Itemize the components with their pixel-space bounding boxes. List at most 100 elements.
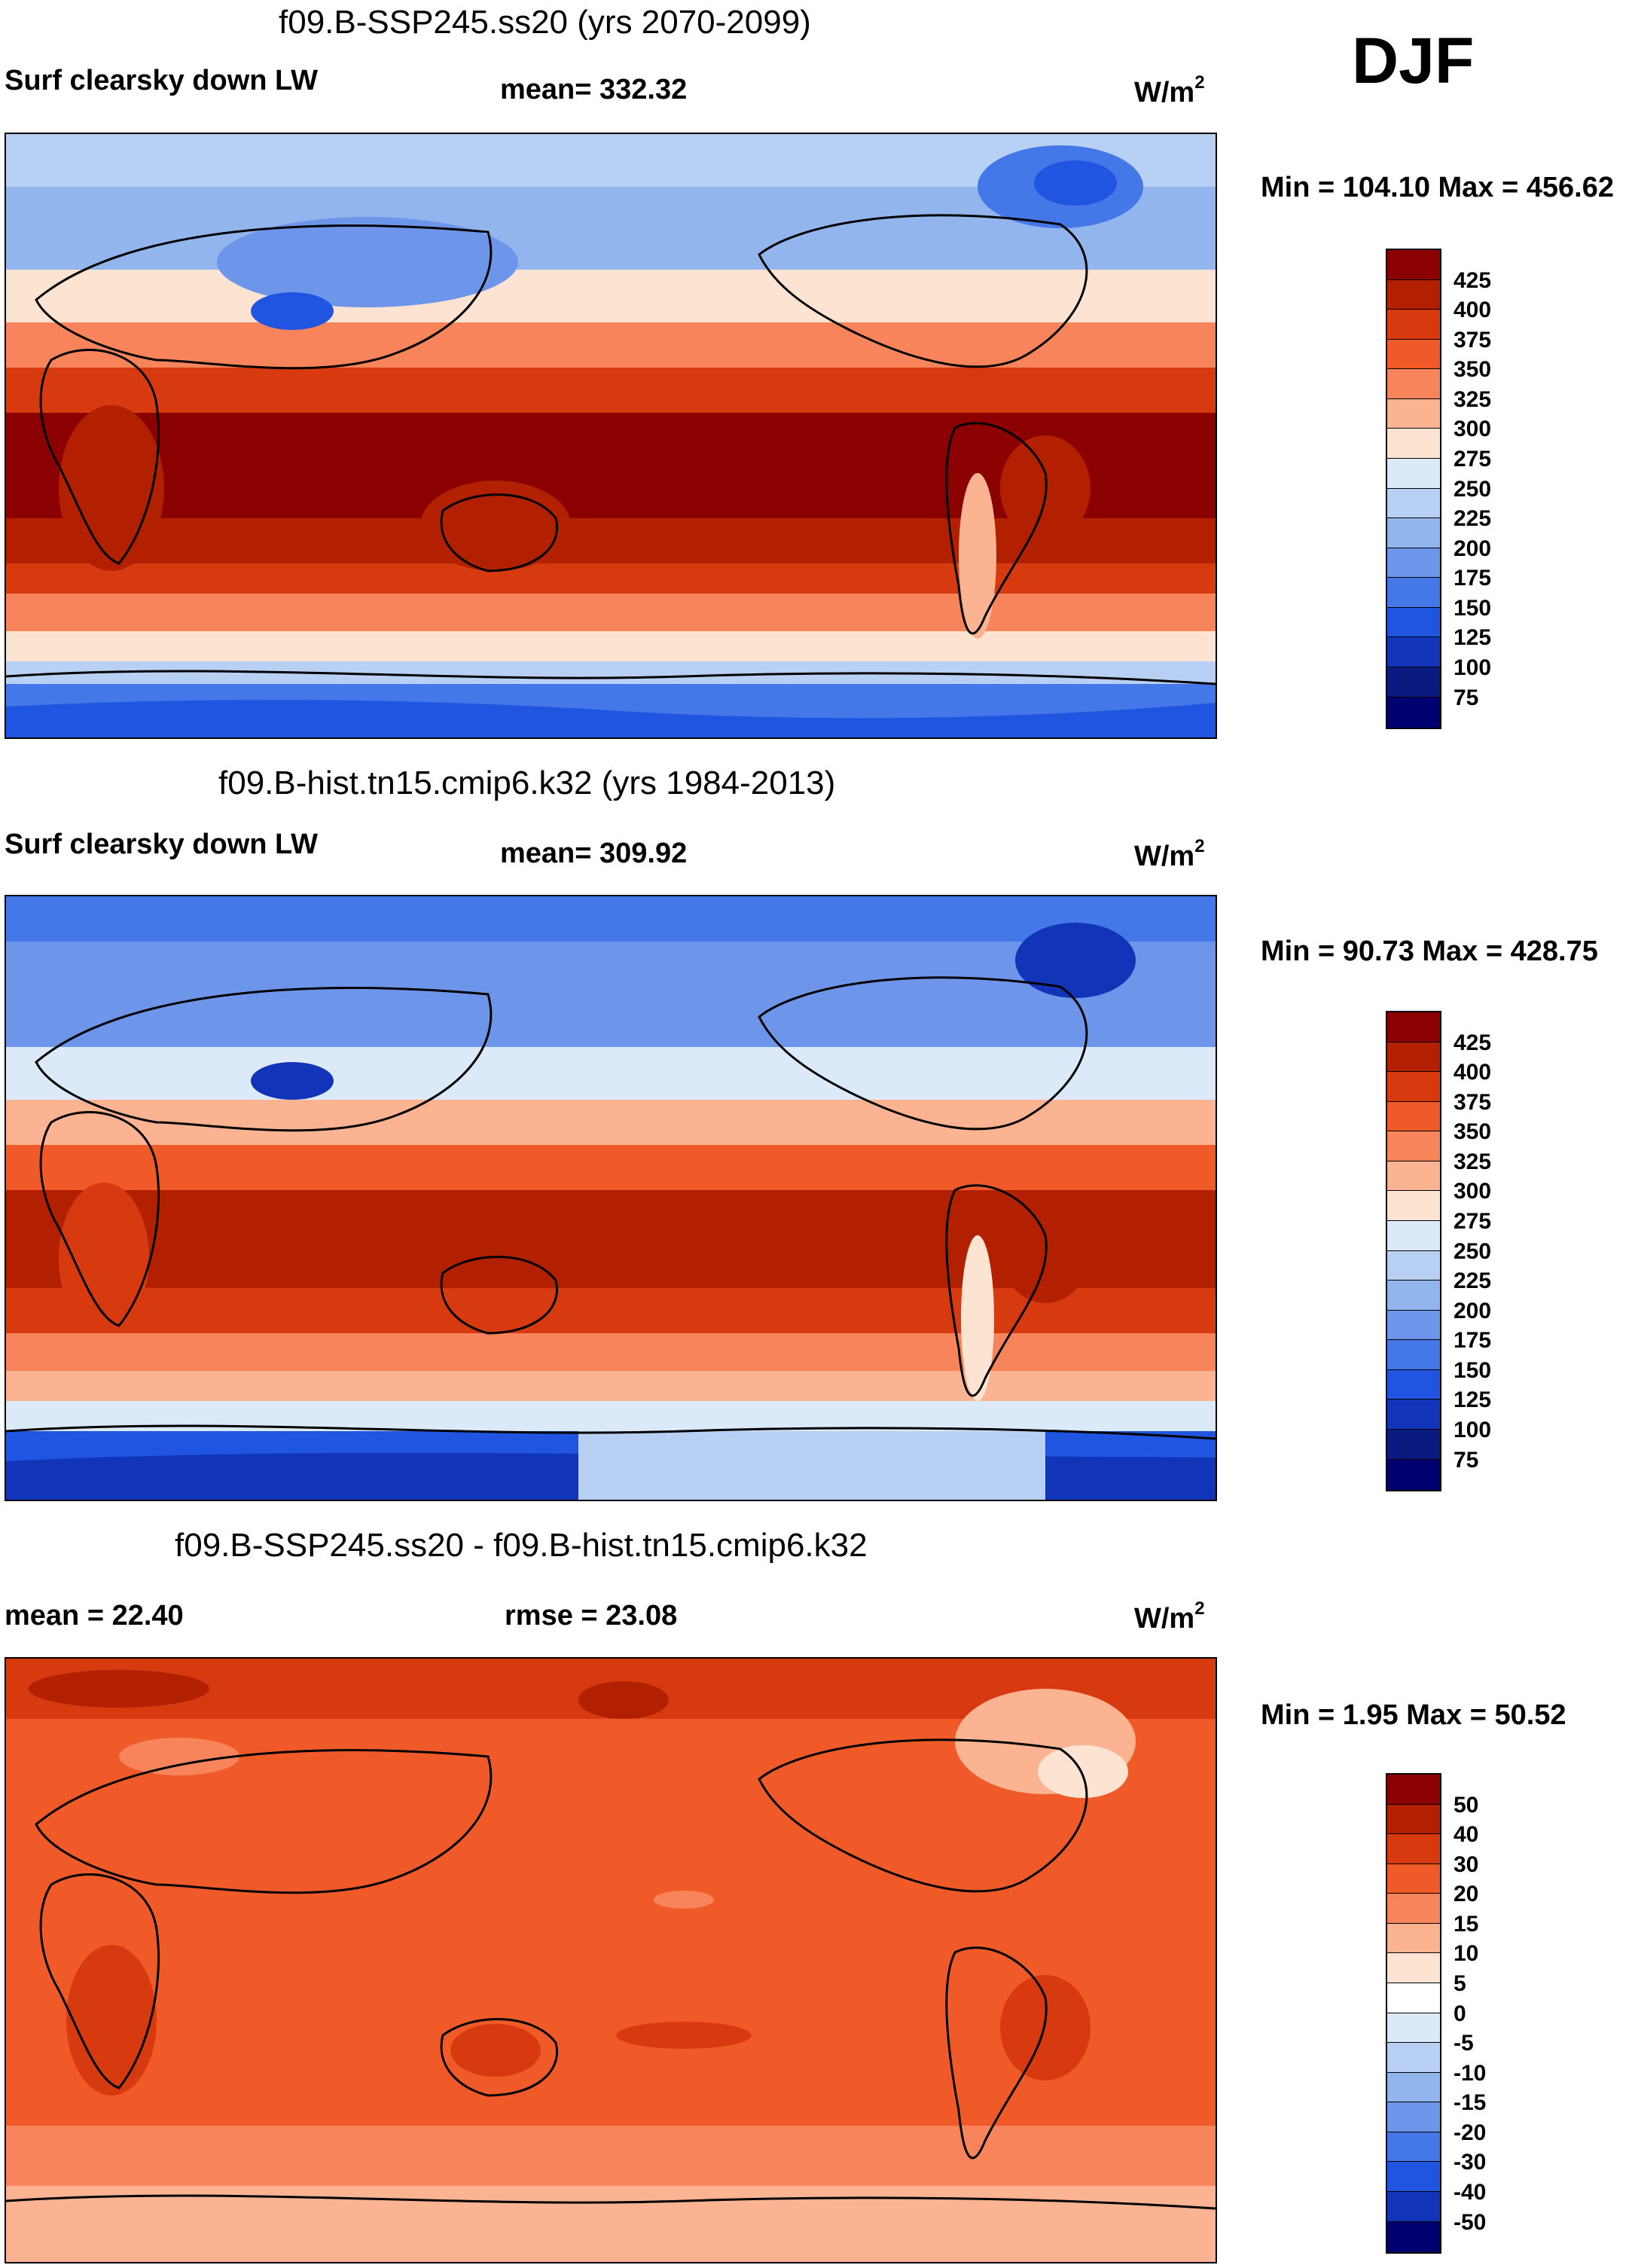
- panel3-colorbar-label: -15: [1454, 2090, 1487, 2115]
- panel1-colorbar-swatch: [1387, 280, 1440, 310]
- panel2-colorbar-label: 150: [1454, 1358, 1492, 1383]
- panel1-colorbar-swatch: [1387, 608, 1440, 637]
- panel2-variable-label: Surf clearsky down LW: [5, 829, 318, 860]
- panel3-minmax: Min = 1.95 Max = 50.52: [1261, 1699, 1566, 1731]
- panel2-colorbar-swatch: [1387, 1161, 1440, 1191]
- panel3-map: [5, 1657, 1217, 2263]
- panel2-map: [5, 895, 1217, 1501]
- panel2-colorbar-label: 125: [1454, 1387, 1492, 1412]
- panel2-colorbar-swatch: [1387, 1072, 1440, 1102]
- panel1-colorbar-swatch: [1387, 310, 1440, 340]
- panel1-colorbar-swatch: [1387, 578, 1440, 608]
- panel1-variable-label: Surf clearsky down LW: [5, 65, 318, 96]
- panel3-colorbar-label: -40: [1454, 2180, 1487, 2205]
- panel1-colorbar-label: 375: [1454, 328, 1492, 353]
- panel1-colorbar-swatch: [1387, 250, 1440, 280]
- panel3-colorbar-label: 5: [1454, 1971, 1466, 1996]
- panel1-colorbar-swatch: [1387, 518, 1440, 548]
- panel3-colorbar-swatch: [1387, 1775, 1440, 1805]
- panel3-colorbar-label: -50: [1454, 2210, 1487, 2235]
- panel2-colorbar-label: 375: [1454, 1090, 1492, 1115]
- panel2-units: W/m2: [1134, 836, 1205, 872]
- panel3-colorbar-swatch: [1387, 2073, 1440, 2102]
- panel1-colorbar-label: 150: [1454, 596, 1492, 621]
- panel2-colorbar-swatch: [1387, 1460, 1440, 1490]
- panel2-colorbar-swatch: [1387, 1042, 1440, 1072]
- panel1-colorbar-swatch: [1387, 489, 1440, 518]
- panel3-colorbar-swatch: [1387, 1894, 1440, 1924]
- panel2-colorbar-swatch: [1387, 1221, 1440, 1251]
- panel2-colorbar-swatch: [1387, 1311, 1440, 1340]
- panel3-colorbar-swatch: [1387, 2132, 1440, 2162]
- season-label: DJF: [1352, 25, 1475, 97]
- panel2-minmax: Min = 90.73 Max = 428.75: [1261, 936, 1598, 967]
- panel3-colorbar-label: -30: [1454, 2150, 1487, 2175]
- panel1-colorbar-label: 425: [1454, 268, 1492, 293]
- panel2-title: f09.B-hist.tn15.cmip6.k32 (yrs 1984-2013…: [218, 765, 836, 801]
- panel3-rmse-label: rmse = 23.08: [505, 1600, 678, 1632]
- panel1-colorbar-label: 75: [1454, 685, 1479, 710]
- panel3-mean-label: mean = 22.40: [5, 1600, 184, 1632]
- panel1-colorbar-swatch: [1387, 697, 1440, 728]
- panel2-colorbar-label: 425: [1454, 1030, 1492, 1055]
- panel2-colorbar-label: 75: [1454, 1448, 1479, 1473]
- panel1-colorbar-label: 300: [1454, 417, 1492, 441]
- panel3-colorbar-label: 15: [1454, 1912, 1479, 1937]
- panel1-colorbar-label: 225: [1454, 506, 1492, 531]
- panel1-colorbar-label: 100: [1454, 655, 1492, 680]
- panel3-colorbar-label: 0: [1454, 2001, 1466, 2026]
- panel1-colorbar-swatch: [1387, 429, 1440, 459]
- panel2-colorbar-label: 225: [1454, 1268, 1492, 1293]
- panel1-colorbar-swatch: [1387, 340, 1440, 369]
- panel3-colorbar-swatch: [1387, 2013, 1440, 2043]
- panel1-colorbar-label: 175: [1454, 566, 1492, 591]
- panel3-colorbar-label: -10: [1454, 2061, 1487, 2086]
- panel2-colorbar-label: 175: [1454, 1328, 1492, 1353]
- panel1-colorbar-swatch: [1387, 369, 1440, 399]
- panel3-colorbar-swatch: [1387, 1864, 1440, 1894]
- panel1-mean-label: mean= 332.32: [500, 74, 688, 105]
- panel1-colorbar: [1386, 249, 1441, 729]
- panel2-colorbar-swatch: [1387, 1370, 1440, 1400]
- panel2-colorbar-swatch: [1387, 1400, 1440, 1430]
- panel1-map: [5, 133, 1217, 739]
- panel2-colorbar-swatch: [1387, 1131, 1440, 1161]
- panel3-colorbar-swatch: [1387, 1983, 1440, 2013]
- panel3-colorbar-swatch: [1387, 2102, 1440, 2132]
- panel1-colorbar-label: 350: [1454, 357, 1492, 382]
- panel2-colorbar-swatch: [1387, 1012, 1440, 1042]
- panel3-title: f09.B-SSP245.ss20 - f09.B-hist.tn15.cmip…: [175, 1527, 868, 1564]
- panel1-colorbar-swatch: [1387, 399, 1440, 429]
- panel1-minmax: Min = 104.10 Max = 456.62: [1261, 172, 1614, 203]
- panel3-colorbar-swatch: [1387, 1805, 1440, 1834]
- panel3-colorbar-label: 40: [1454, 1822, 1479, 1847]
- panel3-colorbar-label: -5: [1454, 2031, 1474, 2056]
- panel1-units: W/m2: [1134, 72, 1205, 108]
- panel3-colorbar-label: 30: [1454, 1852, 1479, 1877]
- panel1-colorbar-swatch: [1387, 548, 1440, 578]
- panel3-colorbar-swatch: [1387, 2222, 1440, 2252]
- panel1-colorbar-swatch: [1387, 459, 1440, 489]
- panel1-colorbar-swatch: [1387, 637, 1440, 667]
- panel1-title: f09.B-SSP245.ss20 (yrs 2070-2099): [279, 4, 811, 41]
- panel2-colorbar-swatch: [1387, 1340, 1440, 1370]
- panel2-colorbar-label: 325: [1454, 1149, 1492, 1174]
- panel2-colorbar-label: 250: [1454, 1239, 1492, 1264]
- panel2-colorbar-label: 400: [1454, 1060, 1492, 1085]
- panel1-colorbar-label: 400: [1454, 298, 1492, 322]
- panel3-colorbar-swatch: [1387, 1953, 1440, 1983]
- panel3-colorbar-swatch: [1387, 1834, 1440, 1864]
- panel2-mean-label: mean= 309.92: [500, 838, 688, 869]
- panel3-colorbar-label: 50: [1454, 1793, 1479, 1818]
- panel3-colorbar-swatch: [1387, 2043, 1440, 2073]
- panel1-colorbar-label: 125: [1454, 625, 1492, 650]
- panel3-colorbar-swatch: [1387, 2192, 1440, 2222]
- panel2-colorbar-label: 350: [1454, 1119, 1492, 1144]
- panel2-colorbar-swatch: [1387, 1191, 1440, 1221]
- panel2-colorbar-label: 100: [1454, 1418, 1492, 1442]
- panel3-colorbar-swatch: [1387, 2162, 1440, 2192]
- panel2-colorbar-label: 300: [1454, 1179, 1492, 1204]
- panel1-colorbar-label: 250: [1454, 477, 1492, 502]
- panel1-colorbar-label: 275: [1454, 447, 1492, 472]
- panel1-colorbar-label: 200: [1454, 536, 1492, 561]
